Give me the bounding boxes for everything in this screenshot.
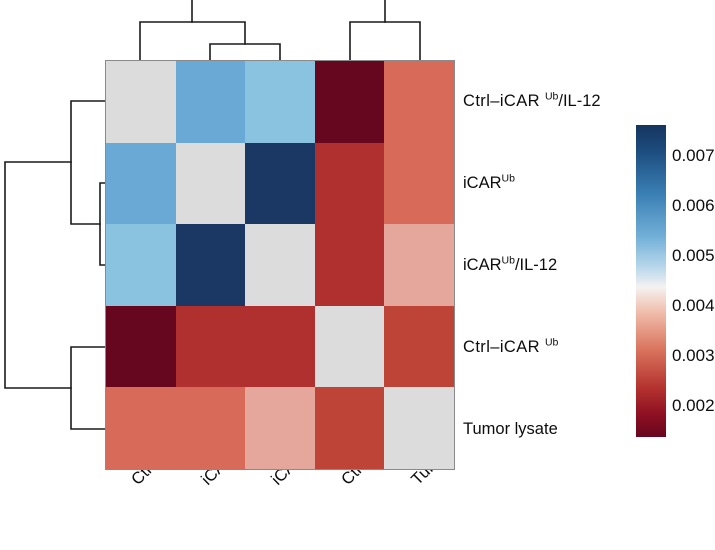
row-label-4-superscript: Ub [544,336,559,349]
dendro-left-root [4,161,72,389]
heatmap-cell-r2c4[interactable] [314,142,385,225]
colorbar-gradient [636,125,666,437]
row-label-2-text: iCAR [463,174,502,192]
row-label-2-superscript: Ub [501,172,515,185]
top-dendrogram [139,0,421,60]
dendro-top-merge-4-5 [349,21,421,60]
colorbar-tick-0.007: 0.007 [672,146,715,165]
row-label-1-text: Ctrl–iCAR [463,92,545,110]
heatmap-cell-r2c1[interactable] [106,142,176,225]
heatmap-cell-r3c1[interactable] [106,224,176,306]
row-label-3-suffix: /IL-12 [514,256,558,274]
colorbar-tick-0.006: 0.006 [672,196,715,215]
dendro-top-merge-1-23 [139,21,246,60]
column-label-group: Ctrl–iCAR Ub/IL-12 iCARUb iCARUb/IL-12 C… [0,470,560,550]
row-label-5: Tumor lysate [463,388,558,470]
heatmap-cell-r3c3[interactable] [245,224,315,306]
heatmap-cell-r1c5[interactable] [384,61,454,143]
column-label-2-text: iCAR [198,470,238,489]
colorbar-tick-0.002: 0.002 [672,396,715,415]
heatmap-cell-r1c2[interactable] [175,61,246,143]
row-label-1-suffix: /IL-12 [558,92,601,110]
column-label-5-text: Tumor lysate [408,470,488,489]
heatmap-cell-r4c5[interactable] [384,305,454,388]
row-label-3: iCARUb/IL-12 [463,224,557,306]
row-label-3-superscript: Ub [501,254,515,267]
row-label-4: Ctrl–iCAR Ub [463,306,558,388]
colorbar-tick-0.003: 0.003 [672,346,715,365]
heatmap-cell-r5c3[interactable] [245,387,315,469]
row-label-3-text: iCAR [463,256,502,274]
heatmap-cell-r1c4[interactable] [314,61,385,143]
dendro-top-merge-2-3 [209,43,281,60]
heatmap-cell-r4c1[interactable] [106,305,176,388]
heatmap-cell-r3c2[interactable] [175,224,246,306]
heatmap-cell-r3c4[interactable] [314,224,385,306]
heatmap-grid [105,60,455,470]
heatmap-cell-r1c1[interactable] [106,61,176,143]
colorbar-tick-0.004: 0.004 [672,296,715,315]
column-label-1-text: Ctrl–iCAR [128,470,196,489]
column-label-5: Tumor lysate [408,470,488,489]
heatmap-cell-r4c2[interactable] [175,305,246,388]
colorbar: 0.007 0.006 0.005 0.004 0.003 0.002 [636,125,715,437]
row-label-4-text: Ctrl–iCAR [463,338,545,356]
column-label-3: iCARUb/IL-12 [268,470,348,489]
heatmap-cell-r1c3[interactable] [245,61,315,143]
row-label-group: Ctrl–iCAR Ub/IL-12 iCARUb iCARUb/IL-12 C… [463,60,663,470]
heatmap-cell-r5c4[interactable] [314,387,385,469]
column-label-2: iCARUb [198,470,248,489]
column-label-4-text: Ctrl–iCAR [338,470,406,489]
row-label-5-text: Tumor lysate [463,420,558,438]
heatmap-cell-r2c2[interactable] [175,142,246,225]
column-label-4: Ctrl–iCAR Ub [338,470,416,489]
heatmap-cell-r4c4[interactable] [314,305,385,388]
row-label-2: iCARUb [463,142,515,224]
heatmap-cell-r5c5[interactable] [384,387,454,469]
heatmap-cell-r5c1[interactable] [106,387,176,469]
heatmap-cell-r2c5[interactable] [384,142,454,225]
row-label-1-superscript: Ub [544,90,559,103]
left-dendrogram [4,100,106,430]
heatmap-cell-r4c3[interactable] [245,305,315,388]
heatmap-cell-r3c5[interactable] [384,224,454,306]
heatmap-cell-r5c2[interactable] [175,387,246,469]
heatmap-cell-r2c3[interactable] [245,142,315,225]
dendro-left-merge-4-5 [70,346,106,430]
column-label-3-text: iCAR [268,470,308,489]
colorbar-tick-0.005: 0.005 [672,246,715,265]
row-label-1: Ctrl–iCAR Ub/IL-12 [463,60,601,142]
